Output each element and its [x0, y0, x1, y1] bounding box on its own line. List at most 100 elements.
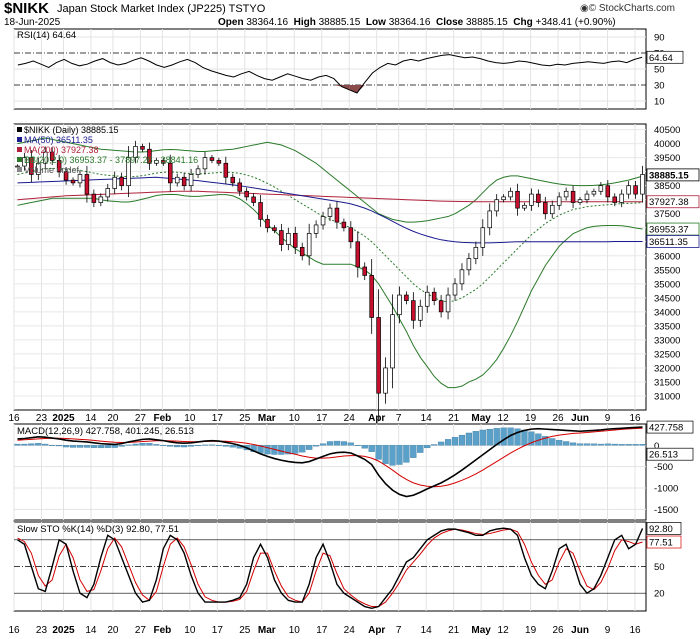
legend-swatch [17, 167, 22, 172]
price-tick-label: 31500 [654, 377, 680, 388]
macd-histogram-bar [549, 438, 556, 446]
candle [299, 242, 305, 261]
date-tick-label: 20 [107, 413, 119, 424]
rsi-oversold-fill [333, 85, 342, 87]
date-tick-label: 14 [85, 625, 97, 636]
candle-body [119, 176, 124, 187]
candle-body [313, 224, 319, 234]
candle-body [126, 157, 131, 187]
candle-body [355, 241, 361, 268]
price-tick-label: 40500 [654, 125, 680, 136]
candle-body [105, 188, 111, 198]
macd-histogram-bar [118, 445, 125, 447]
candle [626, 181, 631, 199]
candle-body [49, 151, 55, 161]
macd-histogram-bar [153, 444, 160, 446]
candle [355, 231, 361, 278]
candle-body [161, 160, 166, 164]
candle [508, 187, 513, 201]
date-tick-label: 10 [289, 625, 301, 636]
date-tick-label: 10 [184, 625, 196, 636]
macd-histogram-bar [313, 445, 320, 447]
candle [77, 169, 83, 188]
candle-body [598, 185, 604, 192]
candle [84, 165, 90, 203]
candle-body [334, 207, 340, 223]
candle [536, 189, 541, 208]
candle-body [258, 202, 263, 220]
open-value: 38364.16 [246, 17, 289, 28]
date-tick-label: 25 [239, 625, 251, 636]
date-tick-label: 14 [85, 413, 97, 424]
macd-histogram-bar [285, 445, 292, 455]
macd-histogram-bar [83, 445, 91, 448]
rsi-last-value-label: 64.64 [649, 53, 673, 64]
macd-histogram-bar [167, 445, 174, 447]
macd-histogram-bar [590, 443, 598, 446]
macd-line [17, 426, 643, 498]
macd-histogram-bar [569, 442, 577, 446]
macd-histogram-bar [264, 445, 271, 455]
macd-histogram-bar [306, 445, 313, 450]
candle [244, 187, 249, 201]
price-tick-label: 39500 [654, 153, 680, 164]
macd-histogram-bar [340, 441, 347, 446]
candle-body [29, 157, 34, 175]
candle-body [216, 160, 222, 164]
candle-body [272, 227, 277, 231]
macd-histogram-bar [354, 445, 361, 446]
price-value-label: 36953.37 [649, 225, 689, 236]
candle-body [466, 258, 472, 271]
macd-signal-line [17, 427, 643, 488]
candle [223, 156, 229, 184]
candle-body [327, 207, 333, 217]
macd-histogram-bar [146, 443, 153, 446]
candle [515, 183, 520, 216]
macd-histogram-bar [583, 443, 591, 446]
candle-body [293, 233, 298, 248]
date-tick-label: 12 [498, 625, 510, 636]
candle [230, 173, 236, 187]
candle-body [98, 196, 104, 203]
date-tick-label: Mar [258, 413, 276, 424]
date-tick-label: 17 [316, 625, 328, 636]
high-value: 38885.15 [318, 17, 361, 28]
candle [452, 278, 458, 301]
candle [293, 226, 298, 254]
candle-body [112, 176, 117, 189]
macd-histogram-bar [382, 445, 389, 464]
macd-histogram-bar [444, 439, 452, 446]
macd-histogram-bar [229, 445, 236, 448]
candle [605, 180, 611, 203]
candle-body [404, 294, 409, 301]
candle-body [348, 227, 354, 243]
candle-body [174, 176, 180, 184]
candle-body [563, 190, 569, 198]
macd-last-value-label: 427.758 [649, 423, 683, 434]
legend-swatch [17, 137, 22, 142]
date-tick-label: 26 [553, 625, 565, 636]
candle-body [383, 367, 388, 394]
candle-body [299, 247, 305, 257]
candle [598, 182, 604, 195]
sto-last-value-label: 92.80 [649, 524, 673, 535]
macd-histogram-bar [139, 443, 146, 446]
candle-body [390, 314, 395, 369]
macd-histogram-bar [639, 444, 646, 446]
macd-histogram-bar [632, 444, 639, 446]
candle [480, 219, 486, 256]
candle-body [195, 168, 201, 175]
candle-body [320, 216, 326, 226]
legend-swatch [17, 147, 22, 152]
date-tick-label: 27 [135, 413, 147, 424]
candle-body [612, 196, 618, 203]
macd-histogram-bar [97, 445, 104, 449]
macd-histogram-bar [132, 443, 139, 446]
price-tick-label: 32500 [654, 349, 680, 360]
macd-histogram-bar [410, 445, 417, 458]
sto-last-value-label: 77.51 [649, 538, 673, 549]
candle-body [487, 210, 492, 229]
stockcharts-credit[interactable]: ◉© StockCharts.com [580, 3, 676, 14]
candle-body [42, 151, 48, 164]
